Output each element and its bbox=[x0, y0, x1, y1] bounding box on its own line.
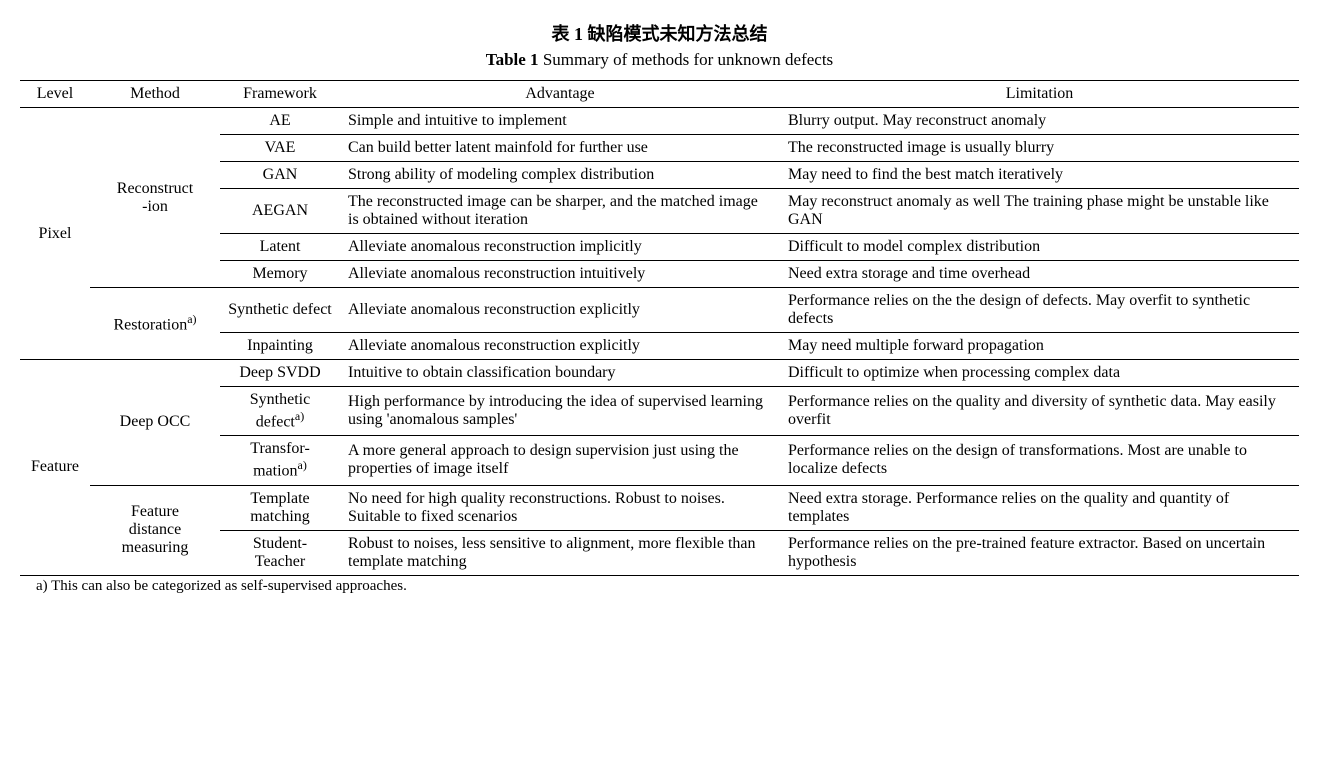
advantage-cell: Simple and intuitive to implement bbox=[340, 108, 780, 135]
table-number: Table 1 bbox=[486, 50, 539, 69]
summary-table: Level Method Framework Advantage Limitat… bbox=[20, 80, 1299, 576]
limitation-cell: Need extra storage. Performance relies o… bbox=[780, 485, 1299, 530]
level-cell: Pixel bbox=[20, 108, 90, 360]
framework-cell: Synthetic defecta) bbox=[220, 387, 340, 436]
col-header-advantage: Advantage bbox=[340, 81, 780, 108]
limitation-cell: The reconstructed image is usually blurr… bbox=[780, 135, 1299, 162]
method-cell: Reconstruct-ion bbox=[90, 108, 220, 288]
method-cell: Deep OCC bbox=[90, 360, 220, 486]
advantage-cell: Strong ability of modeling complex distr… bbox=[340, 162, 780, 189]
advantage-cell: Robust to noises, less sensitive to alig… bbox=[340, 530, 780, 575]
advantage-cell: Intuitive to obtain classification bound… bbox=[340, 360, 780, 387]
col-header-framework: Framework bbox=[220, 81, 340, 108]
framework-cell: Template matching bbox=[220, 485, 340, 530]
table-row: Featuredistancemeasuring Template matchi… bbox=[20, 485, 1299, 530]
framework-cell: AE bbox=[220, 108, 340, 135]
method-cell: Restorationa) bbox=[90, 288, 220, 360]
framework-cell: Deep SVDD bbox=[220, 360, 340, 387]
framework-cell: Latent bbox=[220, 234, 340, 261]
advantage-cell: Alleviate anomalous reconstruction expli… bbox=[340, 288, 780, 333]
advantage-cell: Alleviate anomalous reconstruction intui… bbox=[340, 261, 780, 288]
advantage-cell: The reconstructed image can be sharper, … bbox=[340, 189, 780, 234]
advantage-cell: Alleviate anomalous reconstruction expli… bbox=[340, 333, 780, 360]
table-row: Pixel Reconstruct-ion AE Simple and intu… bbox=[20, 108, 1299, 135]
advantage-cell: High performance by introducing the idea… bbox=[340, 387, 780, 436]
framework-cell: Inpainting bbox=[220, 333, 340, 360]
advantage-cell: No need for high quality reconstructions… bbox=[340, 485, 780, 530]
framework-cell: Student-Teacher bbox=[220, 530, 340, 575]
advantage-cell: A more general approach to design superv… bbox=[340, 436, 780, 485]
advantage-cell: Can build better latent mainfold for fur… bbox=[340, 135, 780, 162]
col-header-method: Method bbox=[90, 81, 220, 108]
level-cell: Feature bbox=[20, 360, 90, 576]
table-caption-cn: 表 1 缺陷模式未知方法总结 bbox=[20, 20, 1299, 46]
framework-cell: AEGAN bbox=[220, 189, 340, 234]
framework-cell: GAN bbox=[220, 162, 340, 189]
advantage-cell: Alleviate anomalous reconstruction impli… bbox=[340, 234, 780, 261]
limitation-cell: May reconstruct anomaly as well The trai… bbox=[780, 189, 1299, 234]
limitation-cell: Performance relies on the pre-trained fe… bbox=[780, 530, 1299, 575]
table-caption-en: Table 1 Summary of methods for unknown d… bbox=[20, 50, 1299, 70]
limitation-cell: Performance relies on the quality and di… bbox=[780, 387, 1299, 436]
framework-cell: Transfor-mationa) bbox=[220, 436, 340, 485]
table-row: Feature Deep OCC Deep SVDD Intuitive to … bbox=[20, 360, 1299, 387]
col-header-limitation: Limitation bbox=[780, 81, 1299, 108]
limitation-cell: May need to find the best match iterativ… bbox=[780, 162, 1299, 189]
limitation-cell: Need extra storage and time overhead bbox=[780, 261, 1299, 288]
method-cell: Featuredistancemeasuring bbox=[90, 485, 220, 575]
table-caption-en-text: Summary of methods for unknown defects bbox=[539, 50, 834, 69]
table-header-row: Level Method Framework Advantage Limitat… bbox=[20, 81, 1299, 108]
limitation-cell: Difficult to optimize when processing co… bbox=[780, 360, 1299, 387]
framework-cell: Memory bbox=[220, 261, 340, 288]
table-footnote: a) This can also be categorized as self-… bbox=[20, 576, 1299, 595]
limitation-cell: Performance relies on the design of tran… bbox=[780, 436, 1299, 485]
limitation-cell: May need multiple forward propagation bbox=[780, 333, 1299, 360]
framework-cell: Synthetic defect bbox=[220, 288, 340, 333]
table-row: Restorationa) Synthetic defect Alleviate… bbox=[20, 288, 1299, 333]
limitation-cell: Performance relies on the the design of … bbox=[780, 288, 1299, 333]
col-header-level: Level bbox=[20, 81, 90, 108]
limitation-cell: Blurry output. May reconstruct anomaly bbox=[780, 108, 1299, 135]
framework-cell: VAE bbox=[220, 135, 340, 162]
limitation-cell: Difficult to model complex distribution bbox=[780, 234, 1299, 261]
